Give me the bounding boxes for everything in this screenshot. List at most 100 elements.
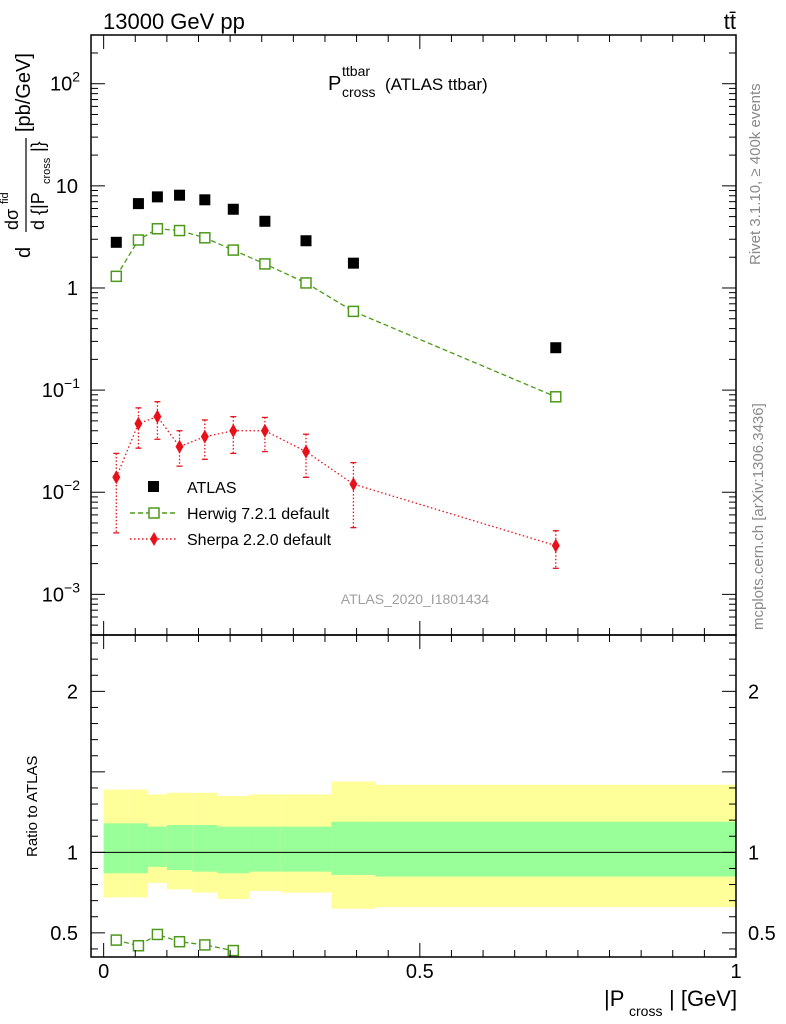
energy-label: 13000 GeV pp: [103, 9, 245, 34]
ratio-y-tick-label-right: 0.5: [748, 923, 776, 945]
ratio-band-inner: [103, 823, 129, 874]
x-tick-label: 1: [730, 961, 741, 983]
main-y-tick-label: 102: [50, 69, 80, 96]
main-y-tick-label: 1: [67, 278, 78, 300]
herwig-point: [132, 234, 145, 246]
xlabel-pre: |P: [604, 986, 624, 1011]
atlas-point: [132, 198, 144, 210]
ratio-band-inner: [249, 826, 281, 872]
ratio-herwig-point: [132, 939, 145, 952]
herwig-point: [199, 232, 211, 244]
ratio-y-tick-label: 1: [67, 842, 78, 864]
sherpa-point: [302, 444, 310, 459]
sherpa-point: [229, 423, 238, 438]
sherpa-point: [200, 429, 209, 444]
ratio-frame: [90, 634, 737, 958]
herwig-point: [110, 270, 123, 283]
atlas-point: [550, 342, 562, 354]
ratio-y-tick-label: 2: [67, 681, 78, 703]
main-y-tick-label: 10−2: [42, 477, 80, 504]
ylabel-d: d: [13, 247, 35, 258]
herwig-point: [259, 258, 271, 270]
ylabel-units: [pb/GeV]: [13, 53, 35, 132]
ratio-herwig-point: [151, 928, 164, 941]
ratio-band-inner: [166, 824, 193, 871]
chart-title-sup: ttbar: [342, 63, 370, 79]
ratio-herwig-point: [173, 935, 186, 948]
ylabel-den-sub: cross: [41, 157, 53, 184]
ratio-band-inner: [280, 826, 332, 872]
legend-label-sherpa: Sherpa 2.2.0 default: [187, 532, 332, 549]
ratio-y-tick-label-right: 2: [748, 681, 759, 703]
atlas-point: [227, 203, 239, 215]
ratio-band-inner: [375, 821, 736, 877]
ratio-panel: 0.5 0.51 12 2 0 0.5 1 Ratio to ATLAS: [24, 634, 776, 983]
x-tick-label: 0: [98, 961, 109, 983]
process-label: tt̄: [724, 9, 736, 34]
legend-marker-herwig: [148, 507, 160, 519]
ratio-band-inner: [217, 826, 250, 874]
chart-title-sub: cross: [342, 84, 375, 100]
herwig-point: [347, 305, 360, 318]
ylabel-den-post: |}: [28, 141, 48, 152]
ratio-y-tick-label-right: 1: [748, 842, 759, 864]
herwig-line: [115, 228, 557, 398]
ratio-herwig-point: [110, 934, 123, 946]
sherpa-line: [115, 415, 556, 547]
x-axis-label: |P cross | [GeV]: [604, 986, 737, 1019]
legend-label-atlas: ATLAS: [187, 480, 237, 497]
main-y-ticks: 10−3 10−2 10−1 1 10 102: [42, 34, 736, 636]
sherpa-point: [551, 538, 560, 553]
sherpa-point: [260, 423, 269, 438]
mcplots-label: mcplots.cern.ch [arXiv:1306.3436]: [750, 403, 767, 630]
ratio-herwig-point: [227, 944, 240, 957]
rivet-label: Rivet 3.1.10, ≥ 400k events: [747, 83, 764, 265]
chart-title-suffix: (ATLAS ttbar): [385, 75, 488, 94]
analysis-watermark: ATLAS_2020_I1801434: [341, 591, 490, 607]
ratio-y-tick-label: 0.5: [50, 923, 78, 945]
herwig-point: [173, 224, 186, 237]
sherpa-point: [153, 409, 162, 424]
atlas-point: [151, 191, 163, 203]
sherpa-point: [175, 439, 184, 454]
atlas-point: [347, 257, 359, 269]
ylabel-num: dσ: [2, 209, 22, 230]
legend: ATLAS Herwig 7.2.1 default Sherpa 2.2.0 …: [130, 480, 332, 549]
main-marks: [110, 189, 562, 569]
herwig-point: [550, 391, 562, 403]
ylabel-den: d {|P: [28, 192, 48, 230]
ratio-band-inner: [147, 826, 167, 867]
herwig-point: [300, 277, 312, 289]
ratio-y-label: Ratio to ATLAS: [24, 756, 41, 857]
x-tick-label: 0.5: [406, 961, 434, 983]
chart-title: P: [328, 73, 341, 95]
sherpa-point: [134, 416, 143, 431]
ratio-band-inner: [192, 824, 218, 872]
ratio-y-ticks: 0.5 0.5 1 1 2 2: [50, 642, 776, 950]
legend-marker-atlas: [148, 481, 159, 492]
ratio-band-inner: [331, 821, 376, 875]
atlas-point: [199, 194, 211, 206]
ylabel-num-sup: fid: [0, 192, 11, 204]
herwig-point: [227, 244, 240, 256]
legend-label-herwig: Herwig 7.2.1 default: [187, 506, 330, 523]
main-y-tick-label: 10−1: [42, 375, 80, 402]
sherpa-point: [112, 470, 121, 485]
ratio-marks: [91, 781, 736, 957]
sherpa-point: [349, 477, 358, 492]
main-x-ticks: [103, 35, 737, 635]
main-y-tick-label: 10−3: [42, 579, 80, 606]
ratio-herwig-point: [199, 939, 211, 951]
atlas-point: [259, 215, 271, 227]
atlas-point: [300, 235, 312, 247]
legend-marker-sherpa: [150, 532, 158, 546]
ratio-x-ticks: 0 0.5 1: [98, 635, 742, 983]
main-y-tick-label: 10: [56, 176, 78, 198]
xlabel-post: | [GeV]: [669, 986, 737, 1011]
xlabel-sub: cross: [629, 1003, 662, 1019]
atlas-point: [110, 236, 122, 248]
ratio-band-inner: [128, 823, 148, 874]
main-panel: 10−3 10−2 10−1 1 10 102 P ttbar cross (ATLAS …: [0, 34, 737, 636]
herwig-point: [151, 223, 164, 235]
